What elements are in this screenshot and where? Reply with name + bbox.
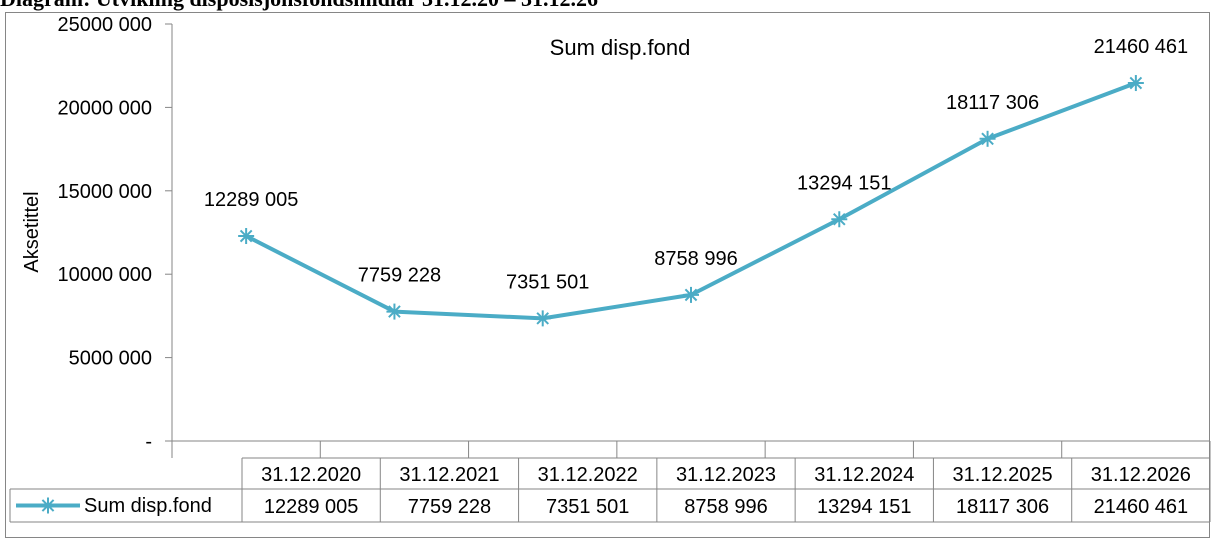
x-tick-label: 31.12.2020 (261, 464, 361, 486)
y-tick-label: - (145, 431, 152, 453)
chart-title: Sum disp.fond (550, 35, 691, 60)
data-label: 12289 005 (204, 189, 299, 211)
point (534, 310, 551, 327)
data-label: 7351 501 (506, 271, 589, 293)
table-value: 18117 306 (956, 496, 1049, 518)
marker-stroke (41, 499, 55, 512)
y-tick-label: 5000 000 (69, 348, 152, 370)
x-tick-label: 31.12.2023 (676, 464, 776, 486)
table-value: 7351 501 (546, 496, 629, 518)
data-label: 7759 228 (358, 265, 441, 287)
point (979, 130, 996, 147)
marker-stroke (684, 288, 698, 302)
legend-label: Sum disp.fond (84, 495, 212, 517)
table-value: 8758 996 (684, 496, 767, 518)
point (831, 211, 848, 228)
marker-stroke (239, 229, 253, 243)
marker-stroke (1129, 76, 1143, 90)
x-tick-label: 31.12.2024 (814, 464, 914, 486)
y-tick-label: 10000 000 (57, 264, 152, 286)
table-value: 7759 228 (408, 496, 491, 518)
point (683, 286, 699, 303)
legend-key (16, 497, 80, 514)
point (386, 303, 403, 320)
page-heading: Diagram: Utvikling disposisjonsfondsmidl… (0, 0, 598, 11)
marker-stroke (388, 305, 401, 318)
chart-frame (5, 12, 1210, 538)
x-tick-label: 31.12.2022 (538, 464, 638, 486)
y-axis-label: Aksetittel (21, 191, 43, 272)
data-label: 8758 996 (654, 248, 737, 270)
marker-stroke (536, 312, 550, 325)
table-value: 12289 005 (264, 496, 359, 518)
table-value: 21460 461 (1094, 496, 1189, 518)
point (238, 228, 255, 245)
data-label: 18117 306 (946, 92, 1039, 114)
data-label: 13294 151 (797, 172, 892, 194)
x-tick-label: 31.12.2026 (1091, 464, 1191, 486)
data-label: 21460 461 (1094, 36, 1189, 58)
y-tick-label: 25000 000 (57, 14, 152, 36)
x-tick-label: 31.12.2021 (399, 464, 499, 486)
y-tick-label: 20000 000 (57, 97, 152, 119)
marker-stroke (981, 132, 994, 146)
point (1127, 75, 1144, 92)
x-tick-label: 31.12.2025 (953, 464, 1053, 486)
y-tick-label: 15000 000 (57, 181, 152, 203)
marker-stroke (832, 212, 846, 226)
table-value: 13294 151 (817, 496, 912, 518)
